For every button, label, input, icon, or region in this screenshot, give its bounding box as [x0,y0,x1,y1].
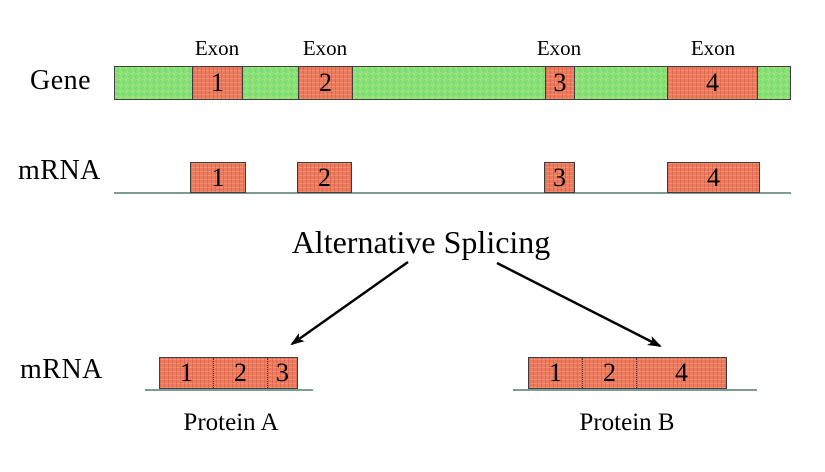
spliced-a-exon-1: 1 [160,358,214,388]
spliced-b-exon-1: 1 [529,358,583,388]
alternative-splicing-title: Alternative Splicing [291,224,551,260]
spliced-a-exon-3: 3 [276,358,289,387]
gene-exon-3: 3 [545,66,575,100]
spliced-b-exon-4: 4 [675,358,688,387]
protein-b-caption: Protein B [579,409,675,436]
spliced-mrna-a-line [145,389,313,391]
gene-exon-4: 4 [667,66,758,100]
gene-row-label: Gene [30,65,92,96]
spliced-mrna-row-label: mRNA [20,354,103,385]
exon-3-label: Exon [536,36,582,60]
mrna-exon-2: 2 [297,162,352,193]
exon-2-label: Exon [302,36,348,60]
mrna-backbone-line [114,192,791,194]
gene-exon-1: 1 [192,66,243,100]
spliced-mrna-b-line [513,389,757,391]
spliced-b-exon-2: 2 [583,358,637,388]
mrna-exon-3: 3 [544,162,575,193]
spliced-mrna-a-box: 1 2 3 [159,357,298,389]
exon-4-label: Exon [690,36,736,60]
mrna-row-label: mRNA [18,155,101,186]
spliced-a-exon-2: 2 [214,358,268,388]
exon-1-label: Exon [194,36,240,60]
mrna-exon-1: 1 [190,162,246,193]
spliced-mrna-b-box: 1 2 4 [528,357,727,389]
gene-bar: 1 2 3 4 [114,66,791,100]
arrow-to-protein-a [290,261,409,346]
protein-a-caption: Protein A [183,409,279,436]
arrow-to-protein-b [496,261,662,348]
gene-exon-2: 2 [298,66,353,100]
mrna-exon-4: 4 [667,162,760,193]
